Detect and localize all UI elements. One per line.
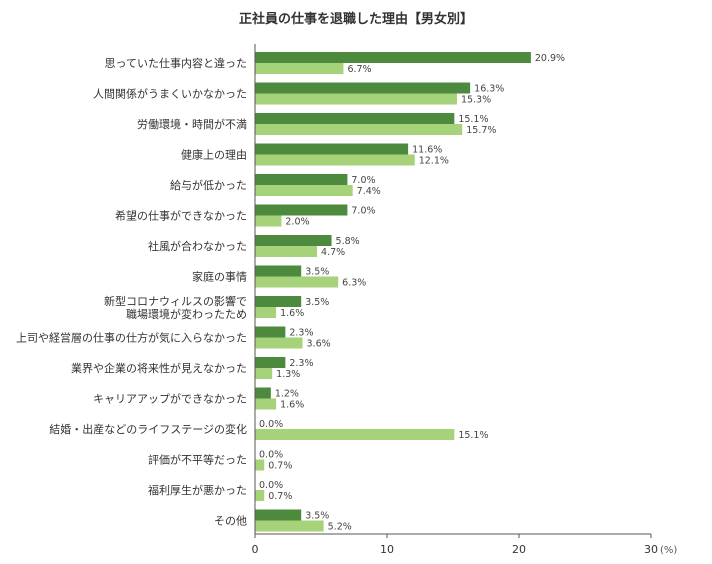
bar	[255, 276, 339, 288]
category-label: 労働環境・時間が不満	[137, 117, 247, 131]
category-label: 給与が低かった	[170, 178, 247, 192]
category-label: 思っていた仕事内容と違った	[105, 56, 247, 70]
category-label: 健康上の理由	[181, 148, 247, 162]
category-label: 職場環境が変わったため	[126, 307, 247, 321]
bar-value-label: 4.7%	[321, 247, 345, 258]
category-label: 結婚・出産などのライフステージの変化	[49, 422, 247, 436]
bar	[255, 357, 286, 368]
bar-value-label: 7.4%	[357, 186, 381, 197]
bar	[255, 215, 282, 227]
bar-value-label: 20.9%	[535, 53, 565, 64]
category-label: 上司や経営層の仕事の仕方が気に入らなかった	[16, 331, 247, 345]
bar	[255, 143, 409, 155]
bar	[255, 387, 271, 399]
bar-value-label: 5.2%	[328, 522, 352, 533]
bar	[255, 52, 531, 63]
bar	[255, 63, 344, 74]
category-label: 評価が不平等だった	[148, 453, 247, 467]
bar-value-label: 0.0%	[259, 480, 283, 491]
bar	[255, 520, 324, 532]
bar-value-label: 6.3%	[342, 278, 366, 289]
bar	[255, 93, 457, 105]
bar-value-label: 15.3%	[461, 95, 491, 106]
bar-value-label: 0.7%	[268, 461, 292, 472]
bar	[255, 154, 415, 166]
category-label: キャリアアップができなかった	[93, 392, 247, 406]
bar	[255, 307, 277, 318]
category-label: 新型コロナウィルスの影響で	[104, 294, 247, 308]
bar	[255, 326, 286, 338]
x-tick-label: 30	[644, 543, 658, 556]
bar	[255, 368, 273, 379]
x-tick-label: 20	[512, 543, 526, 556]
bar-value-label: 0.7%	[268, 491, 292, 502]
category-label: 希望の仕事ができなかった	[115, 209, 247, 223]
bar-value-label: 3.6%	[307, 339, 331, 350]
bar-value-label: 12.1%	[419, 156, 449, 167]
bar-value-label: 1.2%	[275, 389, 299, 400]
category-label: 社風が合わなかった	[148, 239, 247, 253]
category-label: 人間関係がうまくいかなかった	[93, 87, 247, 101]
bar	[255, 337, 303, 349]
bar-value-label: 1.3%	[276, 369, 300, 380]
bar	[255, 246, 318, 257]
bar-value-label: 0.0%	[259, 450, 283, 461]
bar-value-label: 0.0%	[259, 419, 283, 430]
category-label: 福利厚生が悪かった	[148, 483, 247, 497]
bar	[255, 204, 348, 216]
bar	[255, 429, 455, 440]
bar	[255, 174, 348, 185]
x-tick-label: 0	[252, 543, 259, 556]
category-label: その他	[214, 515, 247, 528]
bar-value-label: 3.5%	[305, 297, 329, 308]
bar	[255, 398, 277, 410]
bar-value-label: 2.0%	[285, 217, 309, 228]
category-label: 業界や企業の将来性が見えなかった	[71, 361, 247, 375]
bar	[255, 113, 455, 124]
bar	[255, 296, 302, 307]
bar-value-label: 3.5%	[305, 267, 329, 278]
bar	[255, 459, 265, 471]
bar	[255, 235, 332, 246]
bar-value-label: 5.8%	[336, 236, 360, 247]
bar-value-label: 1.6%	[280, 400, 304, 411]
bar-value-label: 1.6%	[280, 308, 304, 319]
bar	[255, 490, 265, 501]
bar-value-label: 15.7%	[466, 125, 496, 136]
bar-value-label: 2.3%	[289, 328, 313, 339]
bar-value-label: 16.3%	[474, 84, 504, 95]
bar	[255, 509, 302, 521]
x-axis-unit: (%)	[660, 545, 677, 556]
bar	[255, 124, 463, 135]
category-label: 家庭の事情	[192, 270, 247, 284]
bar-value-label: 7.0%	[351, 175, 375, 186]
bar	[255, 185, 353, 196]
bar-value-label: 6.7%	[347, 64, 371, 75]
bar-value-label: 7.0%	[351, 206, 375, 217]
bar	[255, 82, 471, 94]
bar-value-label: 2.3%	[289, 358, 313, 369]
chart-title: 正社員の仕事を退職した理由【男女別】	[238, 12, 473, 27]
bar-value-label: 15.1%	[458, 114, 488, 125]
bar	[255, 265, 302, 277]
bar-value-label: 3.5%	[305, 511, 329, 522]
bar-value-label: 15.1%	[458, 430, 488, 441]
bar-value-label: 11.6%	[412, 145, 442, 156]
x-tick-label: 10	[380, 543, 394, 556]
